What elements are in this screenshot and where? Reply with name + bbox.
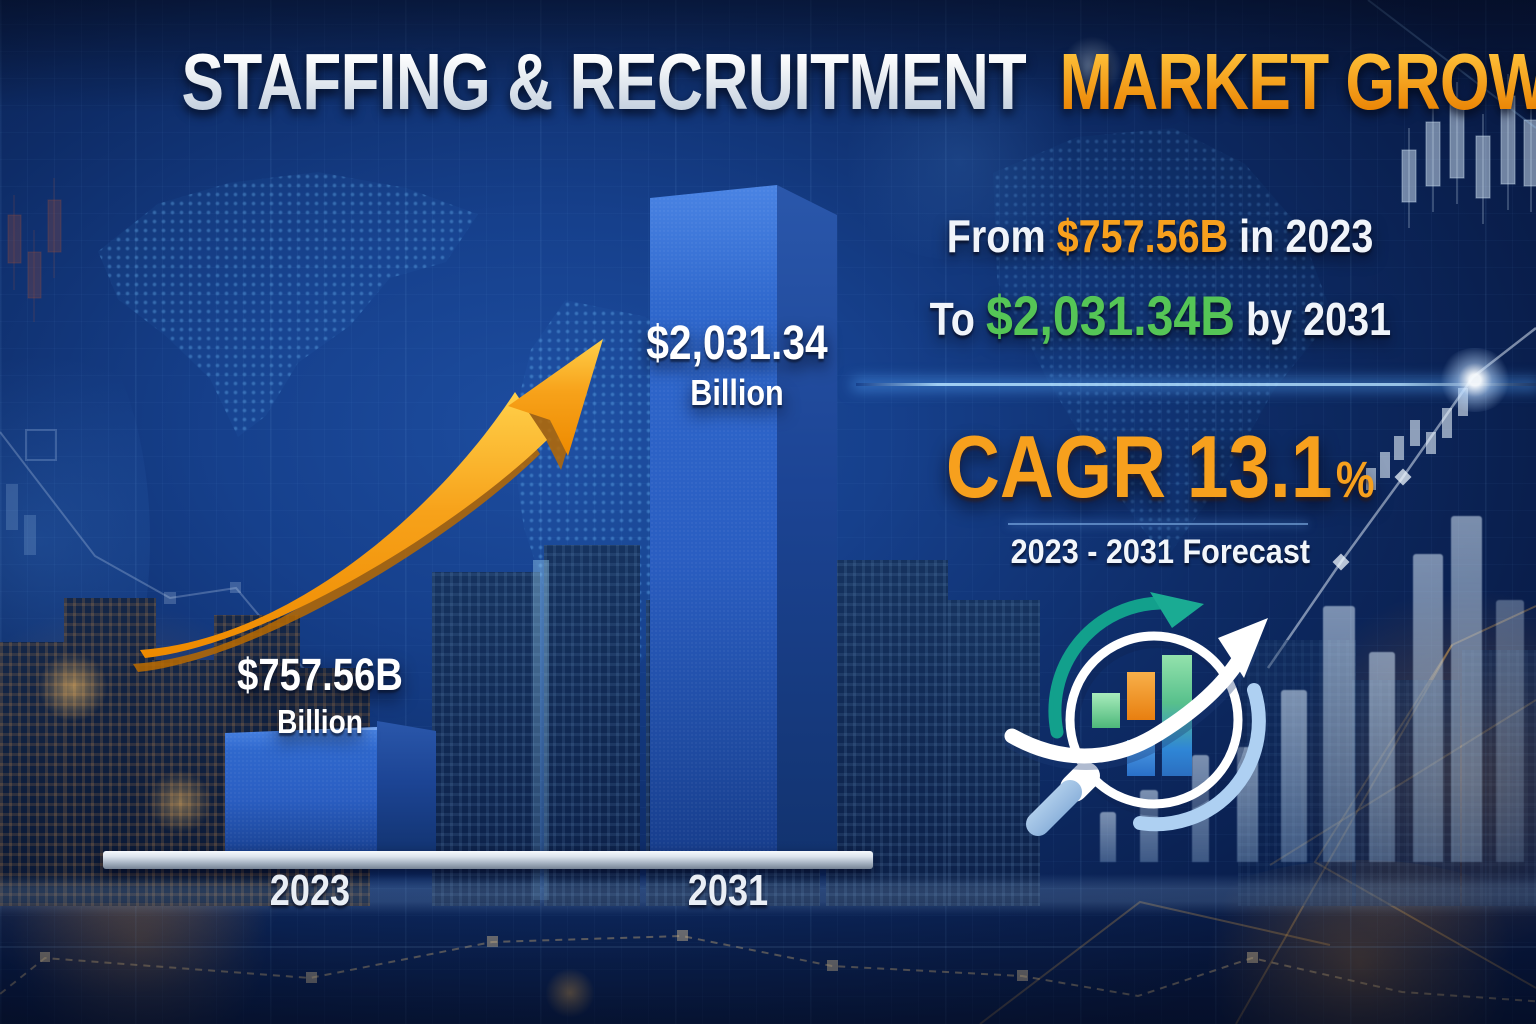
bg-bar (1281, 690, 1307, 862)
to-value: $2,031.34B (985, 284, 1235, 347)
forecast-range-label: 2023 - 2031 Forecast (880, 530, 1440, 574)
horizontal-thin-line (0, 946, 1536, 948)
from-suffix: in 2023 (1239, 210, 1374, 262)
bar-2031-value: $2,031.34 (646, 317, 828, 370)
cagr-label: CAGR (945, 417, 1166, 516)
chart-baseline (103, 851, 873, 869)
lens-ring (1065, 631, 1243, 809)
bar-2023-value: $757.56B (237, 649, 403, 700)
page-title: STAFFING & RECRUITMENT MARKET GROWTH (0, 36, 1536, 128)
bar-2031-side (777, 185, 837, 858)
bar-2031-unit: Billion (690, 372, 784, 413)
growth-arrow-icon (133, 339, 603, 672)
bar-2031-value-label: $2,031.34 Billion (592, 316, 882, 414)
to-prefix: To (929, 293, 975, 345)
from-value: $757.56B (1056, 210, 1229, 262)
lens-outer-arc-teal (1048, 596, 1167, 739)
bar-2031-front (650, 185, 777, 858)
forecast-range-text: 2023 - 2031 Forecast (1010, 533, 1310, 571)
title-main: STAFFING & RECRUITMENT (181, 37, 1027, 126)
year-2023-text: 2023 (269, 866, 351, 915)
bar-2023-value-label: $757.56B Billion (190, 648, 450, 742)
bg-bar (1369, 652, 1395, 862)
candlesticks-mid-left (6, 484, 36, 555)
bar-2023-unit: Billion (277, 703, 363, 740)
teal-arrow-tip (1150, 592, 1204, 628)
stat-line-from: From $757.56B in 2023 (880, 206, 1440, 266)
to-suffix: by 2031 (1245, 293, 1391, 345)
cagr-headline: CAGR 13.1% (880, 416, 1440, 518)
cagr-divider (1008, 523, 1308, 525)
arrow-body (140, 339, 603, 658)
bar-2023-front (225, 727, 377, 858)
bg-bar (1496, 600, 1524, 862)
bg-bar (1451, 516, 1482, 862)
lens-chart-bars (1092, 655, 1192, 776)
lens-swoosh (1004, 640, 1254, 764)
bg-bar (1413, 554, 1443, 862)
glowing-horizontal-line (856, 383, 1536, 386)
lens-handle (1026, 780, 1082, 836)
title-highlight: MARKET GROWTH (1059, 37, 1536, 126)
candlesticks-top-left (7, 178, 62, 322)
magnifier-growth-chart-icon (1004, 592, 1268, 836)
axis-label-2031: 2031 (648, 866, 808, 916)
lens-outer-arc-lightblue (1133, 683, 1266, 832)
cagr-value: 13.1 (1186, 417, 1333, 516)
lens-swoosh-arrowhead (1218, 618, 1268, 678)
from-prefix: From (946, 210, 1046, 262)
stat-line-to: To $2,031.34B by 2031 (880, 280, 1440, 355)
cagr-percent-sign: % (1335, 451, 1375, 508)
bg-bar (1323, 606, 1355, 862)
axis-label-2023: 2023 (230, 866, 390, 916)
bar-2023-side (377, 721, 436, 858)
year-2031-text: 2031 (687, 866, 769, 915)
